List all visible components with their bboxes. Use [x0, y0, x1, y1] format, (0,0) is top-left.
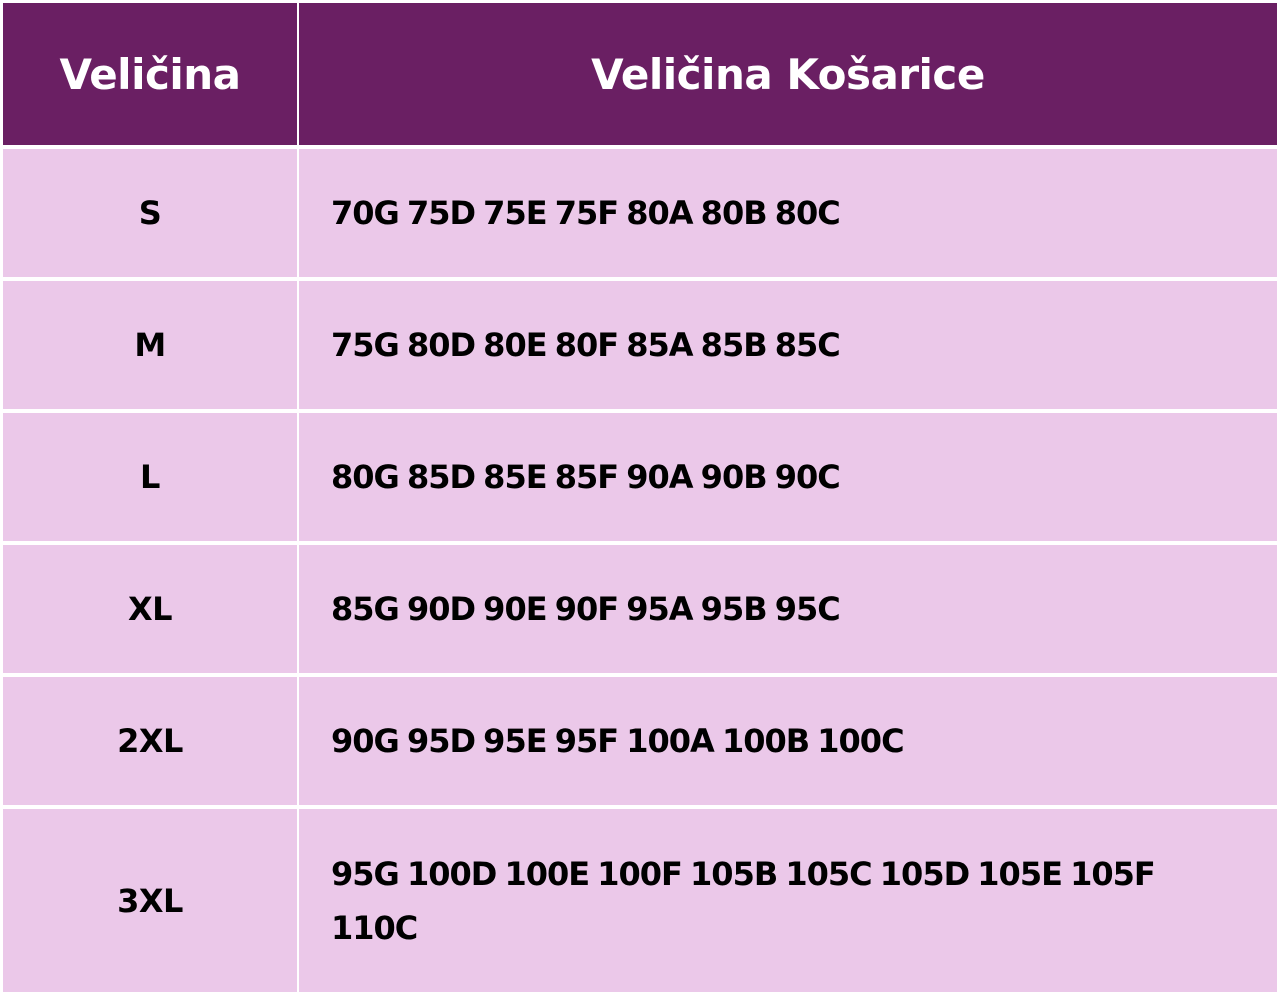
row-size: L [3, 413, 297, 541]
row-cups: 70G 75D 75E 75F 80A 80B 80C [299, 149, 1277, 277]
row-size: M [3, 281, 297, 409]
row-size: 2XL [3, 677, 297, 805]
row-size: 3XL [3, 809, 297, 992]
row-cups: 85G 90D 90E 90F 95A 95B 95C [299, 545, 1277, 673]
row-cups: 95G 100D 100E 100F 105B 105C 105D 105E 1… [299, 809, 1277, 992]
row-cups: 75G 80D 80E 80F 85A 85B 85C [299, 281, 1277, 409]
row-size: S [3, 149, 297, 277]
row-size: XL [3, 545, 297, 673]
row-cups: 90G 95D 95E 95F 100A 100B 100C [299, 677, 1277, 805]
row-cups: 80G 85D 85E 85F 90A 90B 90C [299, 413, 1277, 541]
header-size: Veličina [3, 3, 297, 145]
size-table: Veličina Veličina Košarice S 70G 75D 75E… [3, 3, 1277, 992]
header-cup-size: Veličina Košarice [299, 3, 1277, 145]
